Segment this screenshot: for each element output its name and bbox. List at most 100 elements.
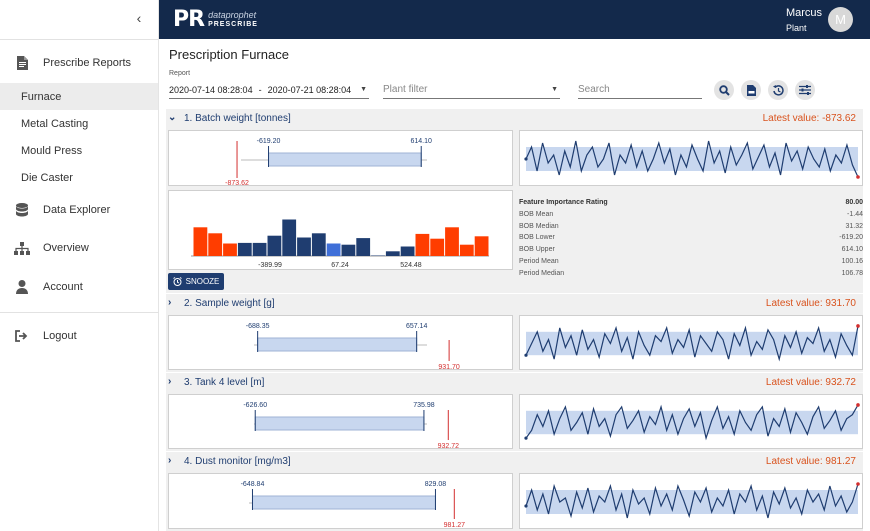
sidebar-item-label: Account bbox=[43, 281, 83, 293]
history-button[interactable] bbox=[768, 80, 788, 100]
feature-card-1: ⌄ 1. Batch weight [tonnes] Latest value:… bbox=[166, 109, 863, 293]
stat-row: BOB Upper 614.10 bbox=[519, 246, 863, 254]
avatar[interactable]: M bbox=[828, 7, 853, 32]
feature-header[interactable]: › 3. Tank 4 level [m] Latest value: 932.… bbox=[166, 373, 863, 393]
sidebar: ‹ Prescribe Reports Furnace Metal Castin… bbox=[0, 0, 159, 531]
sidebar-divider bbox=[0, 39, 159, 40]
trend-latest-point bbox=[856, 482, 860, 486]
chevron-down-icon: ▼ bbox=[551, 86, 558, 93]
bob-range-chart: -688.35 657.14 931.70 bbox=[168, 315, 513, 371]
export-csv-button[interactable] bbox=[741, 80, 761, 100]
stat-row: Feature Importance Rating 80.00 bbox=[519, 199, 863, 206]
hist-bar bbox=[385, 251, 400, 256]
sidebar-sub-item-mould-press[interactable]: Mould Press bbox=[0, 137, 158, 164]
feature-title: 3. Tank 4 level [m] bbox=[184, 377, 265, 388]
stat-row: Period Median 106.78 bbox=[519, 269, 863, 277]
sidebar-item-prescribe-reports[interactable]: Prescribe Reports bbox=[0, 49, 158, 77]
logo-mark: PR bbox=[173, 7, 205, 32]
logout-icon bbox=[14, 328, 30, 344]
hist-bar bbox=[223, 243, 237, 256]
sidebar-sub-item-metal-casting[interactable]: Metal Casting bbox=[0, 110, 158, 137]
bob-band bbox=[526, 147, 858, 171]
histogram-chart: -389.99 67.24 524.48 bbox=[168, 190, 513, 270]
chevron-down-icon[interactable]: ⌄ bbox=[168, 112, 177, 123]
sub-item-label: Mould Press bbox=[21, 144, 83, 157]
hist-bar bbox=[252, 242, 267, 256]
sidebar-item-account[interactable]: Account bbox=[0, 273, 158, 301]
user-info[interactable]: Marcus Plant bbox=[786, 7, 822, 33]
bob-range-svg: -619.20 614.10 -873.62 bbox=[225, 138, 432, 187]
collapse-sidebar-icon[interactable]: ‹ bbox=[136, 10, 142, 26]
sidebar-item-logout[interactable]: Logout bbox=[0, 322, 158, 350]
sidebar-item-label: Prescribe Reports bbox=[43, 57, 132, 69]
bob-range-chart: -626.60 735.98 932.72 bbox=[168, 394, 513, 450]
sidebar-item-data-explorer[interactable]: Data Explorer bbox=[0, 196, 158, 224]
bob-range-svg: -626.60 735.98 932.72 bbox=[243, 402, 460, 450]
sidebar-item-label: Data Explorer bbox=[43, 204, 111, 216]
date-range-picker[interactable]: 2020-07-14 08:28:04 - 2020-07-21 08:28:0… bbox=[169, 81, 369, 99]
stat-row: BOB Mean -1.44 bbox=[519, 210, 863, 218]
feature-header[interactable]: › 2. Sample weight [g] Latest value: 931… bbox=[166, 294, 863, 314]
logo-text: dataprophet PRESCRIBE bbox=[208, 10, 258, 30]
latest-value: Latest value: -873.62 bbox=[762, 113, 856, 124]
trend-start-point bbox=[524, 353, 528, 357]
bob-band bbox=[254, 416, 425, 431]
trend-line bbox=[525, 483, 859, 519]
chevron-down-icon: ▼ bbox=[360, 86, 367, 93]
user-icon bbox=[14, 279, 30, 295]
sidebar-sub-item-die-caster[interactable]: Die Caster bbox=[0, 164, 158, 191]
sitemap-icon bbox=[14, 240, 30, 256]
feature-header[interactable]: ⌄ 1. Batch weight [tonnes] Latest value:… bbox=[166, 109, 863, 129]
user-role: Plant bbox=[785, 23, 807, 33]
feature-title: 4. Dust monitor [mg/m3] bbox=[184, 456, 291, 467]
trend-latest-point bbox=[856, 403, 860, 407]
bob-lower-label: -619.20 bbox=[257, 138, 281, 145]
date-from: 2020-07-14 08:28:04 bbox=[169, 84, 253, 95]
trend-svg bbox=[524, 482, 860, 519]
stats-table: Feature Importance Rating 80.00 BOB Mean -… bbox=[519, 199, 863, 282]
feature-title: 2. Sample weight [g] bbox=[184, 298, 275, 309]
sidebar-item-label: Logout bbox=[43, 330, 77, 342]
settings-sliders-button[interactable] bbox=[795, 80, 815, 100]
bob-lower-label: -688.35 bbox=[246, 323, 270, 330]
bob-band bbox=[268, 152, 422, 167]
search-input[interactable] bbox=[578, 81, 702, 99]
sub-item-label: Furnace bbox=[21, 90, 62, 103]
latest-label: 932.72 bbox=[438, 443, 460, 450]
hist-bar bbox=[193, 227, 208, 256]
search-button[interactable] bbox=[714, 80, 734, 100]
chevron-right-icon[interactable]: › bbox=[168, 376, 172, 387]
hist-tick-label: 67.24 bbox=[331, 262, 349, 269]
sidebar-sub-item-furnace[interactable]: Furnace bbox=[0, 83, 158, 110]
main-content: Prescription Furnace Report 2020-07-14 0… bbox=[159, 39, 870, 531]
snooze-button[interactable]: SNOOZE bbox=[168, 273, 224, 290]
bob-range-chart: -619.20 614.10 -873.62 bbox=[168, 130, 513, 187]
trend-latest-point bbox=[856, 324, 860, 328]
hist-bar bbox=[400, 246, 415, 256]
feature-header[interactable]: › 4. Dust monitor [mg/m3] Latest value: … bbox=[166, 452, 863, 472]
hist-bar bbox=[297, 237, 311, 256]
feature-card-4: › 4. Dust monitor [mg/m3] Latest value: … bbox=[166, 452, 863, 531]
bob-upper-label: 657.14 bbox=[406, 323, 428, 330]
feature-title: 1. Batch weight [tonnes] bbox=[184, 113, 291, 124]
page-title: Prescription Furnace bbox=[169, 47, 289, 62]
latest-value: Latest value: 981.27 bbox=[765, 456, 856, 467]
bob-upper-label: 735.98 bbox=[413, 402, 435, 409]
hist-bar bbox=[208, 233, 223, 256]
sidebar-item-overview[interactable]: Overview bbox=[0, 234, 158, 262]
plant-filter-placeholder: Plant filter bbox=[383, 84, 428, 95]
dataprophet-logo[interactable]: PR dataprophet PRESCRIBE bbox=[173, 6, 258, 33]
latest-label: 981.27 bbox=[444, 522, 466, 529]
logo-line2: PRESCRIBE bbox=[208, 20, 258, 28]
trend-start-point bbox=[524, 504, 528, 508]
hist-bar bbox=[341, 244, 356, 256]
hist-bar bbox=[326, 243, 341, 256]
chevron-right-icon[interactable]: › bbox=[168, 297, 172, 308]
hist-bar bbox=[445, 227, 459, 256]
hist-bar bbox=[371, 255, 385, 256]
trend-start-point bbox=[524, 436, 528, 440]
plant-filter-select[interactable]: Plant filter ▼ bbox=[383, 81, 560, 99]
chevron-right-icon[interactable]: › bbox=[168, 455, 172, 466]
trend-chart bbox=[519, 473, 863, 529]
trend-svg bbox=[524, 403, 860, 441]
